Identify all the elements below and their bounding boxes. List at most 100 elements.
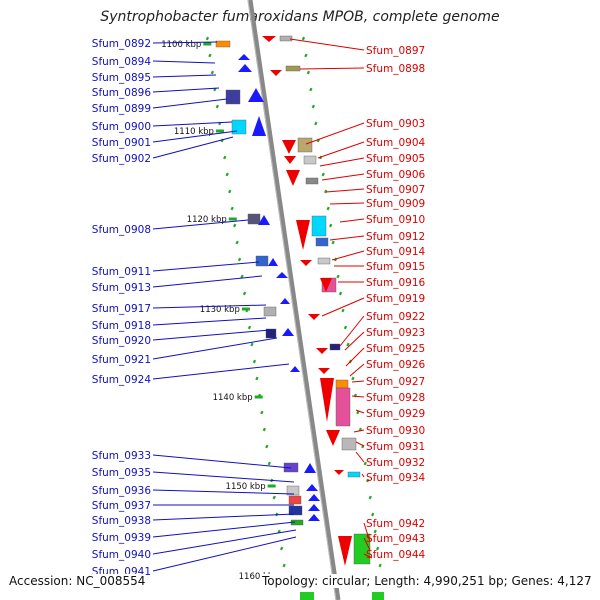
reverse-gene-arrow <box>282 140 296 154</box>
outer-track-tick-left <box>228 189 232 194</box>
forward-gene-block <box>225 89 241 105</box>
reverse-gene-block <box>297 137 313 153</box>
partial-gene-block <box>300 592 314 600</box>
left-leader-line <box>152 60 216 64</box>
right-leader-line <box>363 522 371 543</box>
left-leader-line <box>152 363 290 380</box>
reverse-gene-block <box>305 177 319 185</box>
outer-track-tick-left <box>250 342 254 347</box>
outer-track-tick-left <box>272 495 276 500</box>
right-gene-label: Sfum_0932 <box>366 457 425 469</box>
outer-track-tick-left <box>240 274 244 279</box>
right-leader-line <box>317 141 365 159</box>
left-leader-line <box>152 521 296 538</box>
scale-tick-label: 1140 kbp <box>213 393 253 403</box>
outer-track-tick-right <box>321 172 325 177</box>
outer-track-tick-left <box>218 121 222 126</box>
outer-track-tick-left <box>277 529 281 534</box>
reverse-gene-block <box>303 155 317 165</box>
reverse-gene-arrow <box>262 36 276 42</box>
reverse-gene-arrow <box>338 536 352 566</box>
right-gene-label: Sfum_0942 <box>366 518 425 530</box>
right-gene-label: Sfum_0909 <box>366 198 425 210</box>
left-gene-label: Sfum_0920 <box>92 335 151 347</box>
outer-track-tick-left <box>208 53 212 58</box>
outer-track-tick-left <box>265 444 269 449</box>
right-gene-label: Sfum_0943 <box>366 533 425 545</box>
right-leader-line <box>289 38 365 51</box>
outer-track-tick-right <box>351 376 355 381</box>
outer-track-tick-left <box>242 291 247 296</box>
reverse-gene-arrow <box>318 368 330 374</box>
outer-track-tick-right <box>346 342 350 347</box>
left-leader-line <box>152 261 260 272</box>
left-gene-label: Sfum_0939 <box>92 532 151 544</box>
forward-gene-arrow <box>248 88 264 102</box>
left-leader-line <box>152 317 267 326</box>
outer-track-tick-left <box>232 223 237 228</box>
right-gene-label: Sfum_0926 <box>366 359 426 371</box>
right-gene-label: Sfum_0914 <box>366 246 426 258</box>
forward-gene-arrow <box>306 484 318 491</box>
right-leader-line <box>344 331 365 351</box>
outer-track-tick-right <box>331 240 335 245</box>
outer-track-tick-left <box>260 410 264 415</box>
right-leader-line <box>351 380 365 383</box>
left-leader-line <box>152 513 295 521</box>
forward-gene-block <box>247 213 261 225</box>
forward-gene-block <box>288 505 303 516</box>
outer-track-tick-right <box>304 53 308 58</box>
scale-tick-label: 1130 kbp <box>200 305 240 315</box>
left-leader-line <box>152 329 271 341</box>
right-gene-label: Sfum_0934 <box>366 472 426 484</box>
reverse-gene-block <box>317 257 331 265</box>
outer-track-tick-right <box>373 529 377 534</box>
reverse-gene-block <box>285 65 301 72</box>
right-gene-label: Sfum_0929 <box>366 408 425 420</box>
outer-track-tick-right <box>368 495 372 500</box>
forward-gene-block <box>265 328 277 339</box>
outer-track-tick-left <box>255 376 259 381</box>
genome-summary: Topology: circular; Length: 4,990,251 bp… <box>262 574 592 588</box>
outer-track-tick-right <box>343 325 348 330</box>
reverse-gene-arrow <box>316 348 328 354</box>
outer-track-tick-left <box>237 257 242 262</box>
left-gene-label: Sfum_0894 <box>92 56 152 68</box>
right-gene-label: Sfum_0912 <box>366 231 425 243</box>
left-gene-label: Sfum_0908 <box>92 224 151 236</box>
left-gene-label: Sfum_0935 <box>92 467 151 479</box>
right-leader-line <box>355 451 365 463</box>
outer-track-tick-left <box>279 546 284 551</box>
right-gene-label: Sfum_0907 <box>366 184 425 196</box>
scale-tick-label: 1150 kbp <box>226 482 266 492</box>
left-leader-line <box>152 471 295 483</box>
outer-track-tick-right <box>301 36 306 41</box>
outer-track-tick-left <box>252 359 257 364</box>
outer-track-tick-right <box>358 427 362 432</box>
right-leader-line <box>305 122 365 145</box>
right-leader-line <box>331 250 365 261</box>
right-leader-line <box>353 429 365 433</box>
right-gene-label: Sfum_0928 <box>366 392 425 404</box>
outer-track-tick-right <box>356 410 360 415</box>
reverse-gene-block <box>311 215 327 237</box>
forward-gene-arrow <box>238 54 250 60</box>
right-gene-label: Sfum_0905 <box>366 153 425 165</box>
outer-track-tick-right <box>336 274 340 279</box>
scale-tick-label: 1160 kbp <box>239 572 279 582</box>
right-gene-label: Sfum_0915 <box>366 261 425 273</box>
outer-track-tick-right <box>363 461 367 466</box>
forward-gene-block <box>288 495 302 505</box>
scale-tick-label: 1120 kbp <box>187 215 227 225</box>
right-leader-line <box>345 347 365 367</box>
right-gene-label: Sfum_0927 <box>366 376 425 388</box>
right-gene-label: Sfum_0925 <box>366 343 425 355</box>
left-leader-line <box>152 219 249 230</box>
left-leader-line <box>152 41 218 44</box>
right-leader-line <box>325 188 365 193</box>
outer-track-tick-left <box>235 240 239 245</box>
forward-gene-arrow <box>308 514 320 521</box>
outer-track-tick-right <box>306 70 311 75</box>
right-leader-line <box>319 157 365 167</box>
